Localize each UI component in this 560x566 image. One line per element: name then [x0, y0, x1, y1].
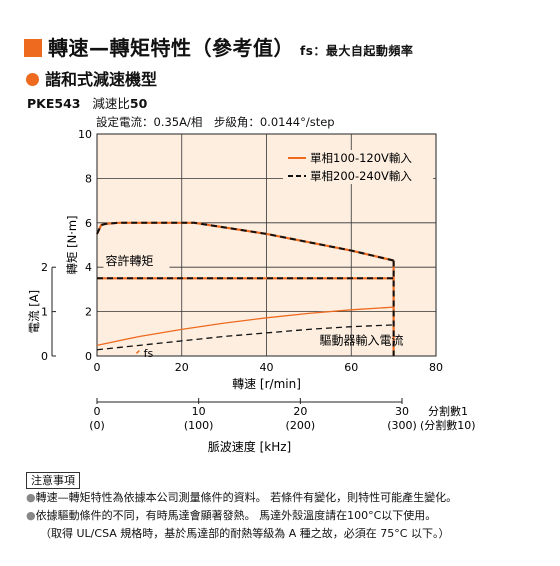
bullet-icon: ● [26, 509, 36, 522]
ratio-label: 減速比 [92, 96, 130, 111]
fs-label: fs [144, 347, 154, 360]
y-tick-label: 4 [85, 261, 92, 274]
note-text-1: 轉速—轉矩特性為依據本公司測量條件的資料。 若條件有變化，則特性可能產生變化。 [35, 491, 458, 504]
x-tick-label: 20 [175, 361, 189, 374]
orange-square-icon [24, 39, 42, 57]
x-tick-label: 60 [344, 361, 358, 374]
x-tick-label: 80 [429, 361, 443, 374]
legend-label-1: 單相100-120V輸入 [310, 151, 412, 165]
y-tick-label: 0 [85, 350, 92, 363]
y-tick-label: 10 [78, 128, 92, 141]
note-item-2: ●依據驅動條件的不同，有時馬達會顯著發熱。 馬達外殼溫度請在100°C以下使用。 [26, 507, 436, 523]
pulse-tick-label: 20 [293, 405, 307, 418]
pulse-tick-label: 0 [94, 405, 101, 418]
y-axis-label: 轉矩 [N·m] [65, 215, 79, 274]
model-name: PKE543 [27, 96, 81, 111]
pulse-tick-label: 30 [395, 405, 409, 418]
ratio-value: 50 [129, 96, 148, 111]
x-axis-label: 轉速 [r/min] [232, 377, 301, 391]
title-note: fs：最大自起動頻率 [300, 44, 414, 58]
x-tick-label: 40 [260, 361, 274, 374]
title-text: 轉速—轉矩特性（參考值） [48, 36, 294, 60]
allowable-label-bg [103, 252, 170, 268]
orange-dot-icon [26, 73, 39, 86]
pulse-axis: 0(0) 10(100) 20(200) 30(300) 分割數1(分割數10) 脈波速度… [89, 398, 476, 454]
y-tick-label: 2 [85, 306, 92, 319]
model-line: PKE543 減速比50 [27, 93, 147, 112]
fs-marker [135, 350, 140, 354]
x-tick-label: 0 [94, 361, 101, 374]
legend-bg [283, 150, 433, 184]
y2-tick-label: 2 [41, 261, 48, 274]
torque-curves: 容許轉矩 [96, 221, 395, 356]
chart-axes: 0 20 40 60 80 轉速 [r/min] 0 2 4 6 8 10 轉矩 [N·m] 0 1 2 電流 … [27, 128, 443, 391]
pulse-tick-sub-label: (200) [286, 419, 316, 432]
driver-current-label: 驅動器輸入電流 [319, 332, 403, 347]
allowable-torque-label: 容許轉矩 [105, 253, 153, 268]
pulse-axis-label: 脈波速度 [kHz] [208, 439, 291, 454]
pulse-div1-label: 分割數1 [428, 404, 468, 418]
note-item-1: ●轉速—轉矩特性為依據本公司測量條件的資料。 若條件有變化，則特性可能產生變化。 [26, 489, 457, 505]
y2-axis-label: 電流 [A] [27, 290, 41, 334]
pulse-tick-sub-label: (100) [184, 419, 214, 432]
note-sub-item: （取得 UL/CSA 規格時，基於馬達部的耐熱等級為 A 種之故，必須在 75°… [40, 527, 450, 540]
y2-tick-label: 1 [41, 306, 48, 319]
bullet-icon: ● [26, 491, 36, 504]
settings-line: 設定電流：0.35A/相 步級角：0.0144°/step [96, 115, 335, 129]
page-title: 轉速—轉矩特性（參考值） fs：最大自起動頻率 [24, 32, 413, 61]
y-tick-label: 6 [85, 217, 92, 230]
note-text-2: 依據驅動條件的不同，有時馬達會顯著發熱。 馬達外殼溫度請在100°C以下使用。 [35, 509, 437, 522]
pulse-div10-label: (分割數10) [420, 418, 476, 432]
notes-heading: 注意事項 [26, 472, 80, 489]
y-tick-label: 8 [85, 172, 92, 185]
pulse-tick-label: 10 [192, 405, 206, 418]
pulse-tick-sub-label: (0) [89, 419, 105, 432]
torque-curve-2 [96, 221, 394, 262]
current-curves: 驅動器輸入電流 fs [96, 306, 403, 360]
pulse-tick-sub-label: (300) [387, 419, 417, 432]
subtitle-text: 諧和式減速機型 [45, 70, 158, 89]
legend-label-2: 單相200-240V輸入 [310, 169, 412, 183]
y2-tick-label: 0 [41, 350, 48, 363]
current-curve-1 [96, 306, 394, 346]
section-subtitle: 諧和式減速機型 [26, 66, 157, 90]
